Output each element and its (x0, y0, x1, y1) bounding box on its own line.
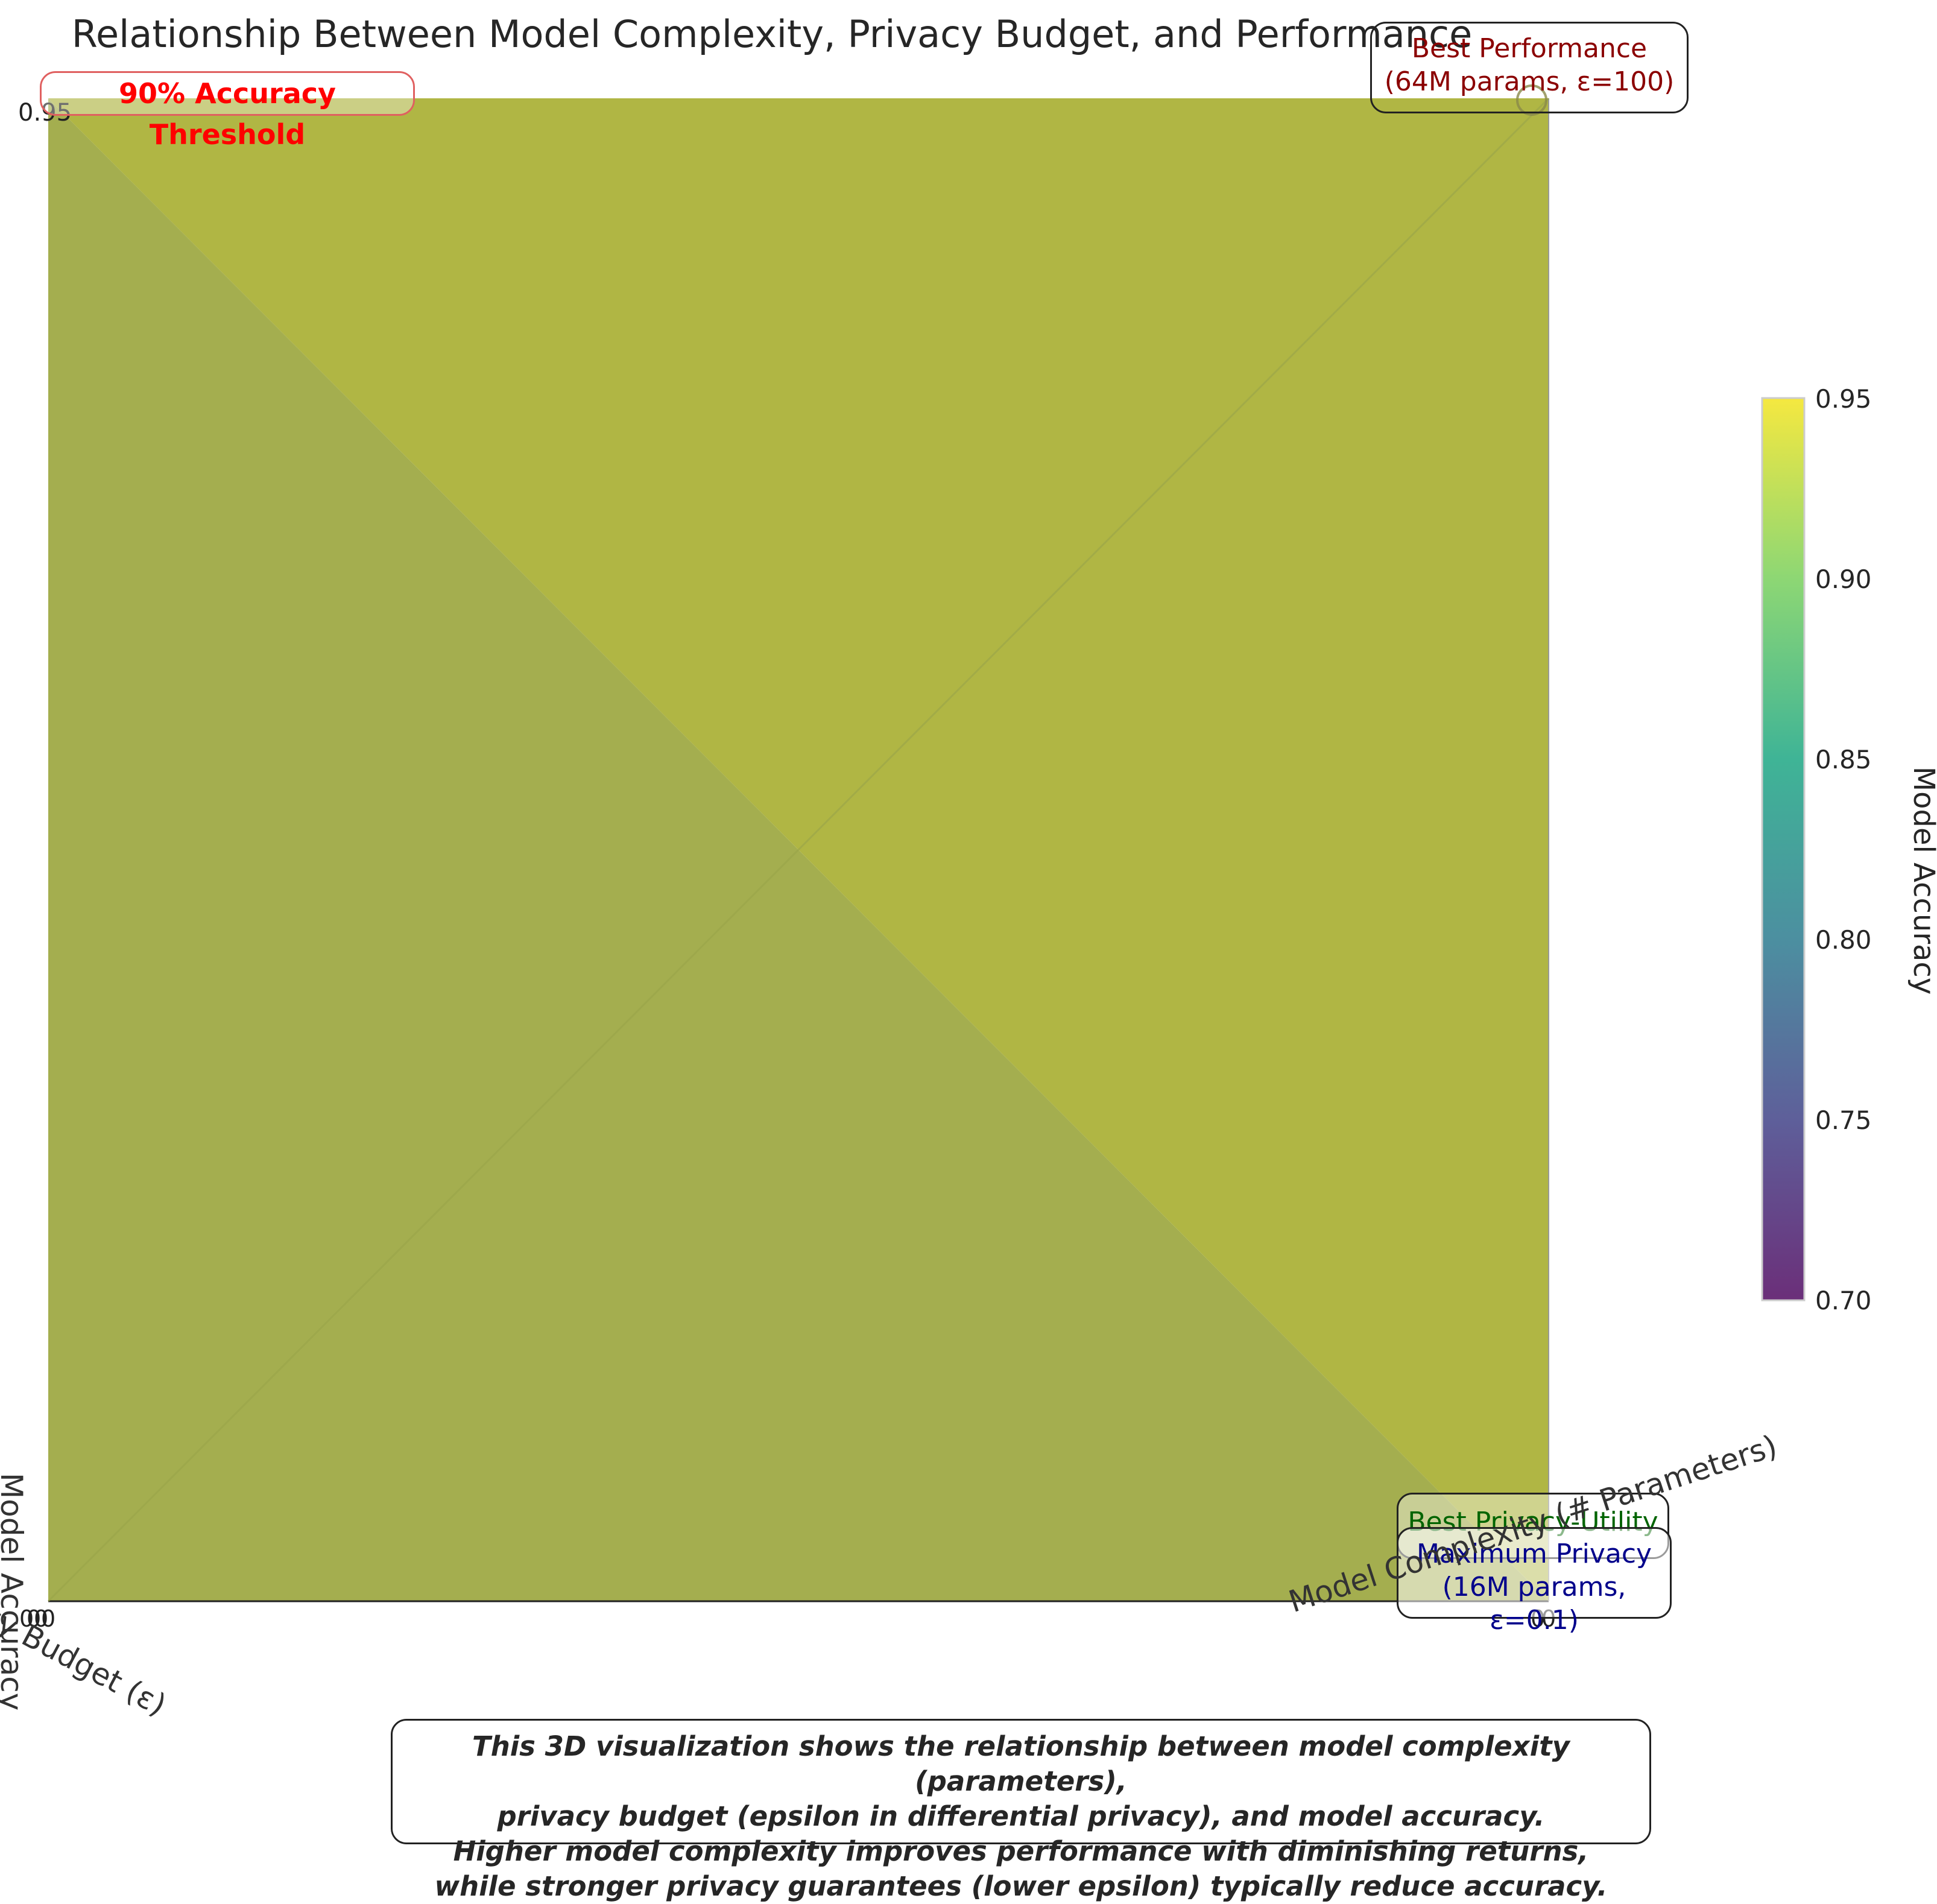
best-performance-marker (1516, 84, 1547, 116)
annotation-best-performance-line1: Best Performance (1411, 33, 1648, 64)
annotation-maximum-privacy-line2: (16M params, ε=0.1) (1442, 1572, 1626, 1636)
description-line-4: while stronger privacy guarantees (lower… (434, 1870, 1608, 1902)
colorbar (1761, 397, 1806, 1301)
y-tick-1: 0 (27, 1605, 41, 1632)
colorbar-tick-3: 0.85 (1815, 745, 1872, 774)
annotation-best-performance: Best Performance (64M params, ε=100) (1370, 22, 1689, 113)
annotation-maximum-privacy: Maximum Privacy (16M params, ε=0.1) (1397, 1527, 1672, 1636)
threshold-label-text: 90% Accuracy Threshold (119, 77, 336, 151)
colorbar-tick-4: 0.90 (1815, 565, 1872, 594)
threshold-label: 90% Accuracy Threshold (40, 71, 415, 151)
annotation-best-performance-line2: (64M params, ε=100) (1384, 66, 1675, 97)
colorbar-label: Model Accuracy (1907, 766, 1937, 995)
y-tick-0: 0 (19, 1605, 34, 1632)
y-tick-2: 0 (34, 1605, 48, 1632)
chart-title: Relationship Between Model Complexity, P… (71, 12, 1473, 56)
description-box: This 3D visualization shows the relation… (391, 1719, 1651, 1902)
z-axis-label: Model Accuracy (0, 1473, 29, 1711)
colorbar-tick-5: 0.95 (1815, 384, 1872, 414)
colorbar-tick-2: 0.80 (1815, 925, 1872, 955)
description-line-3: Higher model complexity improves perform… (453, 1835, 1589, 1867)
y-tick-3: 0 (41, 1605, 55, 1632)
description-line-1: This 3D visualization shows the relation… (472, 1730, 1570, 1797)
description-line-2: privacy budget (epsilon in differential … (497, 1800, 1545, 1832)
colorbar-tick-0: 0.70 (1815, 1286, 1872, 1315)
annotation-maximum-privacy-line1: Maximum Privacy (1416, 1539, 1652, 1569)
y-axis-ticks: 0 0 0 0 (19, 1605, 55, 1632)
colorbar-tick-1: 0.75 (1815, 1105, 1872, 1135)
surface-diagonal-faint (47, 97, 1550, 1602)
